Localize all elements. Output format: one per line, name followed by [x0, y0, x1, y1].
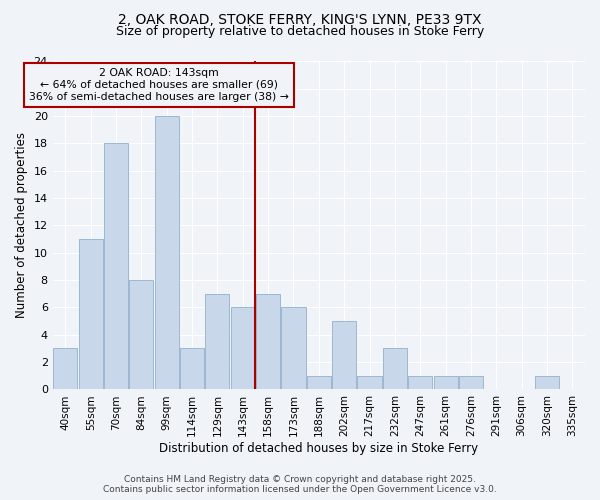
Bar	[358, 376, 382, 390]
Bar	[155, 116, 179, 390]
Y-axis label: Number of detached properties: Number of detached properties	[15, 132, 28, 318]
Text: 2 OAK ROAD: 143sqm
← 64% of detached houses are smaller (69)
36% of semi-detache: 2 OAK ROAD: 143sqm ← 64% of detached hou…	[29, 68, 289, 102]
Bar	[459, 376, 483, 390]
Text: Size of property relative to detached houses in Stoke Ferry: Size of property relative to detached ho…	[116, 25, 484, 38]
Bar	[408, 376, 432, 390]
Bar	[307, 376, 331, 390]
Text: 2, OAK ROAD, STOKE FERRY, KING'S LYNN, PE33 9TX: 2, OAK ROAD, STOKE FERRY, KING'S LYNN, P…	[118, 12, 482, 26]
Bar	[256, 294, 280, 390]
X-axis label: Distribution of detached houses by size in Stoke Ferry: Distribution of detached houses by size …	[159, 442, 478, 455]
Bar	[535, 376, 559, 390]
Bar	[205, 294, 229, 390]
Bar	[231, 308, 255, 390]
Bar	[281, 308, 305, 390]
Bar	[130, 280, 154, 390]
Bar	[104, 144, 128, 390]
Bar	[79, 239, 103, 390]
Bar	[434, 376, 458, 390]
Bar	[53, 348, 77, 390]
Text: Contains HM Land Registry data © Crown copyright and database right 2025.
Contai: Contains HM Land Registry data © Crown c…	[103, 474, 497, 494]
Bar	[383, 348, 407, 390]
Bar	[332, 321, 356, 390]
Bar	[180, 348, 204, 390]
